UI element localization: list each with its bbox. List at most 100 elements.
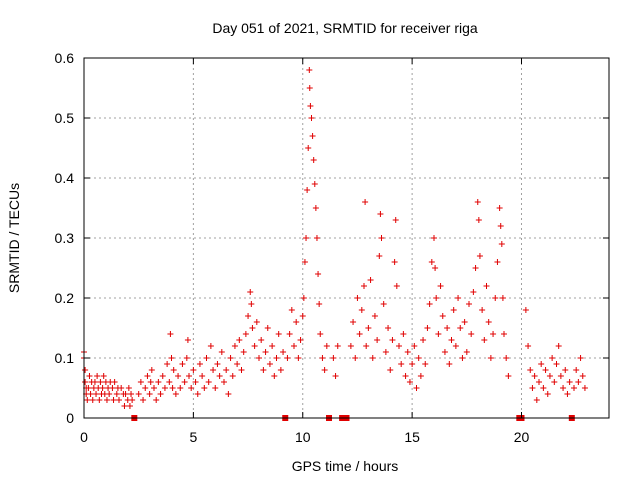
data-point — [461, 319, 468, 325]
data-point — [313, 235, 320, 241]
data-point — [479, 307, 486, 313]
data-point — [470, 289, 477, 295]
data-point — [505, 373, 512, 379]
x-tick-label: 20 — [514, 429, 530, 445]
data-point — [334, 343, 341, 349]
data-point — [199, 373, 206, 379]
data-point — [435, 331, 442, 337]
data-point — [231, 343, 238, 349]
data-point — [286, 331, 293, 337]
data-point — [303, 235, 310, 241]
data-point — [190, 367, 197, 373]
data-point — [330, 355, 337, 361]
data-point — [525, 343, 532, 349]
data-point — [472, 265, 479, 271]
data-point — [400, 331, 407, 337]
data-point — [148, 367, 155, 373]
data-point — [361, 283, 367, 289]
data-point — [266, 361, 273, 367]
data-point — [155, 379, 162, 385]
data-point — [249, 325, 256, 331]
data-point — [531, 373, 538, 379]
data-point — [448, 337, 455, 343]
y-tick-label: 0 — [66, 410, 74, 426]
data-point — [485, 319, 492, 325]
data-point — [546, 373, 553, 379]
data-point — [358, 307, 365, 313]
data-point — [260, 367, 267, 373]
data-point — [457, 325, 464, 331]
data-point — [490, 331, 497, 337]
data-point — [82, 367, 89, 373]
data-point — [432, 265, 439, 271]
data-point — [225, 391, 232, 397]
data-point — [297, 337, 304, 343]
data-point — [498, 241, 505, 247]
data-point — [450, 307, 457, 313]
data-point — [147, 379, 154, 385]
data-point — [221, 379, 227, 385]
data-point — [487, 355, 494, 361]
data-point — [466, 301, 472, 307]
data-point — [175, 373, 182, 379]
data-point — [389, 337, 396, 343]
data-point — [97, 379, 104, 385]
data-point — [273, 355, 280, 361]
data-point — [84, 397, 91, 403]
data-point — [533, 397, 540, 403]
data-point — [391, 259, 398, 265]
data-point — [103, 397, 110, 403]
data-point — [157, 391, 164, 397]
data-point — [258, 337, 265, 343]
data-point — [238, 367, 245, 373]
data-point — [542, 367, 549, 373]
data-point — [352, 355, 359, 361]
data-point — [128, 391, 135, 397]
data-point — [551, 379, 558, 385]
x-tick-label: 15 — [404, 429, 420, 445]
data-point — [392, 217, 399, 223]
data-point — [122, 391, 129, 397]
data-point — [304, 187, 311, 193]
data-point — [210, 367, 217, 373]
data-point — [468, 331, 475, 337]
data-point — [271, 373, 278, 379]
data-point — [280, 349, 287, 355]
data-point — [253, 319, 260, 325]
data-point — [167, 331, 174, 337]
data-point — [118, 385, 125, 391]
data-point — [347, 343, 354, 349]
data-point — [227, 355, 234, 361]
data-point — [183, 355, 190, 361]
data-point — [140, 397, 147, 403]
data-point — [201, 385, 208, 391]
data-point — [264, 325, 271, 331]
data-point — [420, 337, 427, 343]
data-point — [216, 373, 223, 379]
data-point — [411, 343, 418, 349]
data-point — [426, 301, 433, 307]
data-points — [81, 67, 588, 421]
y-axis-label: SRMTID / TECUs — [6, 183, 22, 293]
data-point — [393, 283, 400, 289]
data-point — [382, 349, 389, 355]
data-point — [234, 361, 241, 367]
data-point — [129, 397, 136, 403]
data-point — [527, 367, 534, 373]
data-point — [300, 295, 307, 301]
data-point — [99, 385, 106, 391]
data-point — [205, 379, 212, 385]
data-point — [365, 325, 372, 331]
data-point — [240, 349, 247, 355]
data-point — [474, 199, 481, 205]
data-point — [362, 199, 369, 205]
data-point — [82, 379, 89, 385]
data-point — [121, 403, 128, 409]
data-point — [441, 349, 448, 355]
data-point — [575, 379, 582, 385]
data-point — [288, 307, 295, 313]
data-point — [581, 385, 588, 391]
data-point — [354, 295, 361, 301]
y-tick-label: 0.6 — [55, 50, 75, 66]
